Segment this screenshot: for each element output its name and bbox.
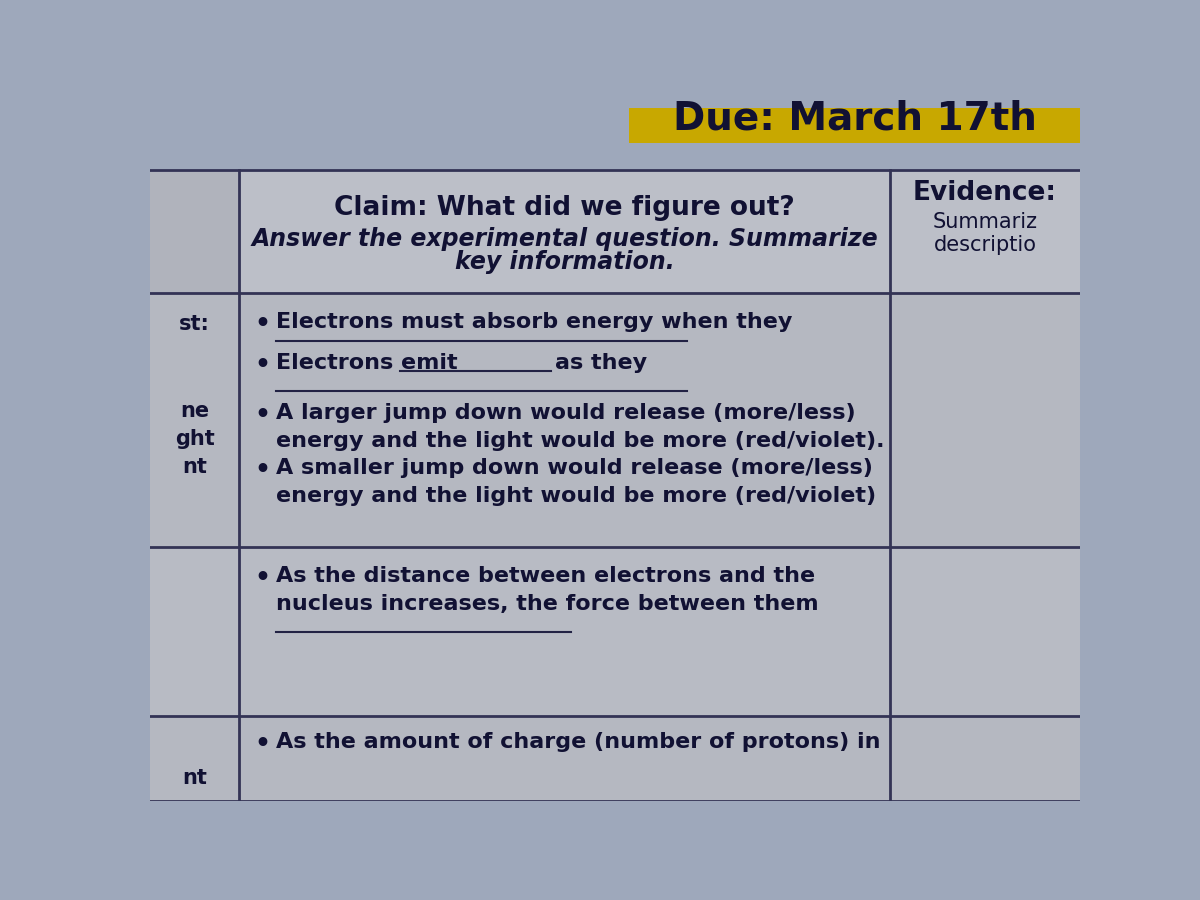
Text: as they: as they [556, 353, 648, 373]
Text: •: • [254, 458, 271, 482]
Text: As the distance between electrons and the
nucleus increases, the force between t: As the distance between electrons and th… [276, 566, 818, 614]
Text: Due: March 17th: Due: March 17th [672, 100, 1037, 138]
Text: As the amount of charge (number of protons) in: As the amount of charge (number of proto… [276, 732, 881, 752]
Text: A smaller jump down would release (more/less)
energy and the light would be more: A smaller jump down would release (more/… [276, 458, 876, 507]
Text: descriptio: descriptio [934, 235, 1037, 255]
Text: •: • [254, 353, 271, 377]
Text: ne
ght
nt: ne ght nt [175, 401, 215, 477]
Text: nt: nt [182, 768, 208, 788]
Text: A larger jump down would release (more/less)
energy and the light would be more : A larger jump down would release (more/l… [276, 403, 884, 451]
Bar [150, 292, 1080, 547]
Bar [629, 94, 1080, 142]
Text: Evidence:: Evidence: [913, 180, 1057, 206]
Text: Summariz: Summariz [932, 212, 1038, 232]
Text: key information.: key information. [455, 250, 674, 274]
Text: Answer the experimental question. Summarize: Answer the experimental question. Summar… [251, 227, 878, 251]
Text: •: • [254, 312, 271, 336]
Bar [150, 169, 239, 292]
Text: Electrons must absorb energy when they: Electrons must absorb energy when they [276, 312, 793, 332]
Text: •: • [254, 403, 271, 427]
Bar [890, 169, 1080, 292]
Bar [150, 716, 1080, 801]
Bar [150, 547, 1080, 716]
Bar [239, 169, 890, 292]
Text: Claim: What did we figure out?: Claim: What did we figure out? [335, 195, 796, 221]
Text: st:: st: [179, 313, 210, 334]
Text: •: • [254, 566, 271, 590]
Text: •: • [254, 732, 271, 756]
Text: Electrons emit: Electrons emit [276, 353, 458, 373]
